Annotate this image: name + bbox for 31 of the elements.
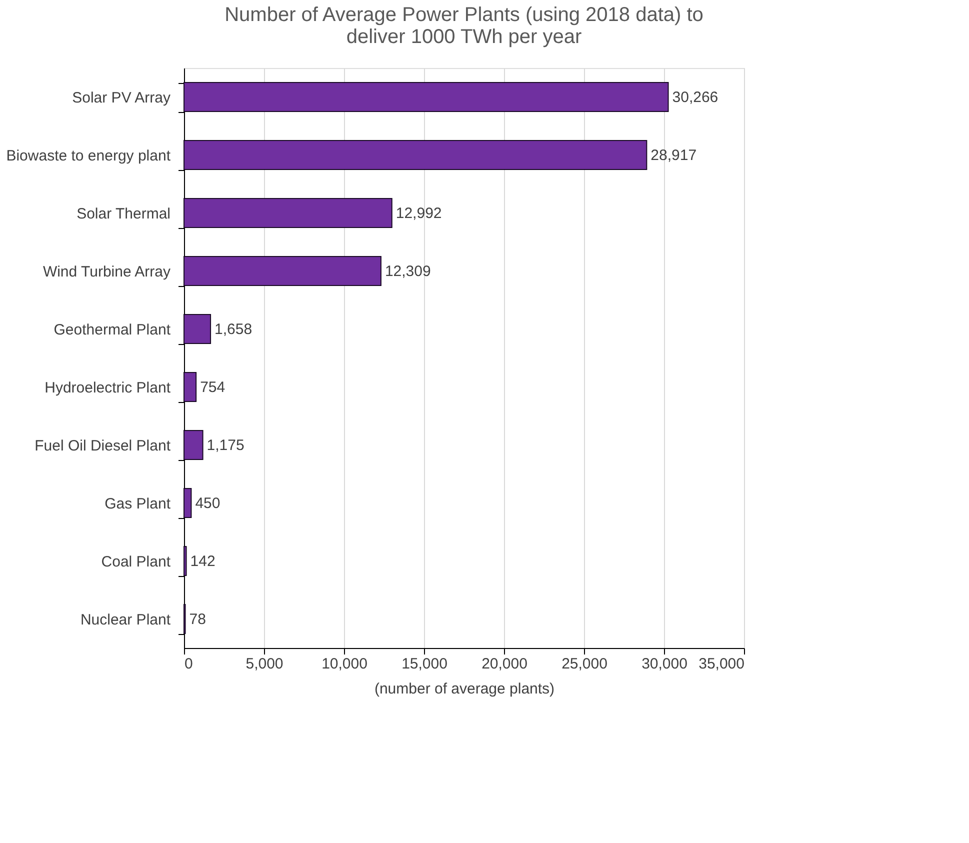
x-axis-title: (number of average plants) xyxy=(374,680,555,698)
data-label: 78 xyxy=(189,611,206,628)
y-tick-label: Nuclear Plant xyxy=(80,612,172,628)
x-tick-label: 20,000 xyxy=(482,656,528,672)
x-tick-label: 10,000 xyxy=(322,656,368,672)
data-label: 28,917 xyxy=(650,147,697,164)
data-label: 1,658 xyxy=(214,321,252,338)
data-label: 12,992 xyxy=(396,205,442,222)
data-label: 450 xyxy=(195,495,220,512)
x-tick-label: 5,000 xyxy=(246,656,284,672)
y-tick-label: Fuel Oil Diesel Plant xyxy=(34,438,172,454)
data-label: 754 xyxy=(200,379,226,396)
y-tick-label: Wind Turbine Array xyxy=(42,264,171,280)
x-tick-label: 15,000 xyxy=(402,656,448,672)
x-tick-label: 30,000 xyxy=(642,656,688,672)
data-label: 12,309 xyxy=(384,263,431,280)
y-tick-label: Coal Plant xyxy=(101,554,172,570)
x-tick-label: 0 xyxy=(184,656,193,672)
data-label: 142 xyxy=(190,553,216,570)
x-tick-label: 35,000 xyxy=(698,656,744,672)
y-tick-label: Gas Plant xyxy=(104,496,172,512)
y-tick-label: Solar PV Array xyxy=(72,90,171,106)
data-label: 30,266 xyxy=(672,89,718,106)
data-label: 1,175 xyxy=(206,437,244,454)
y-tick-label: Solar Thermal xyxy=(76,206,170,222)
text: deliver 1000 TWh per year xyxy=(346,26,582,48)
text: Number of Average Power Plants (using 2018 data) to xyxy=(224,4,704,26)
y-tick-label: Hydroelectric Plant xyxy=(44,380,172,396)
y-tick-label: Geothermal Plant xyxy=(54,322,172,338)
x-tick-label: 25,000 xyxy=(562,656,608,672)
y-tick-label: Biowaste to energy plant xyxy=(6,148,172,164)
